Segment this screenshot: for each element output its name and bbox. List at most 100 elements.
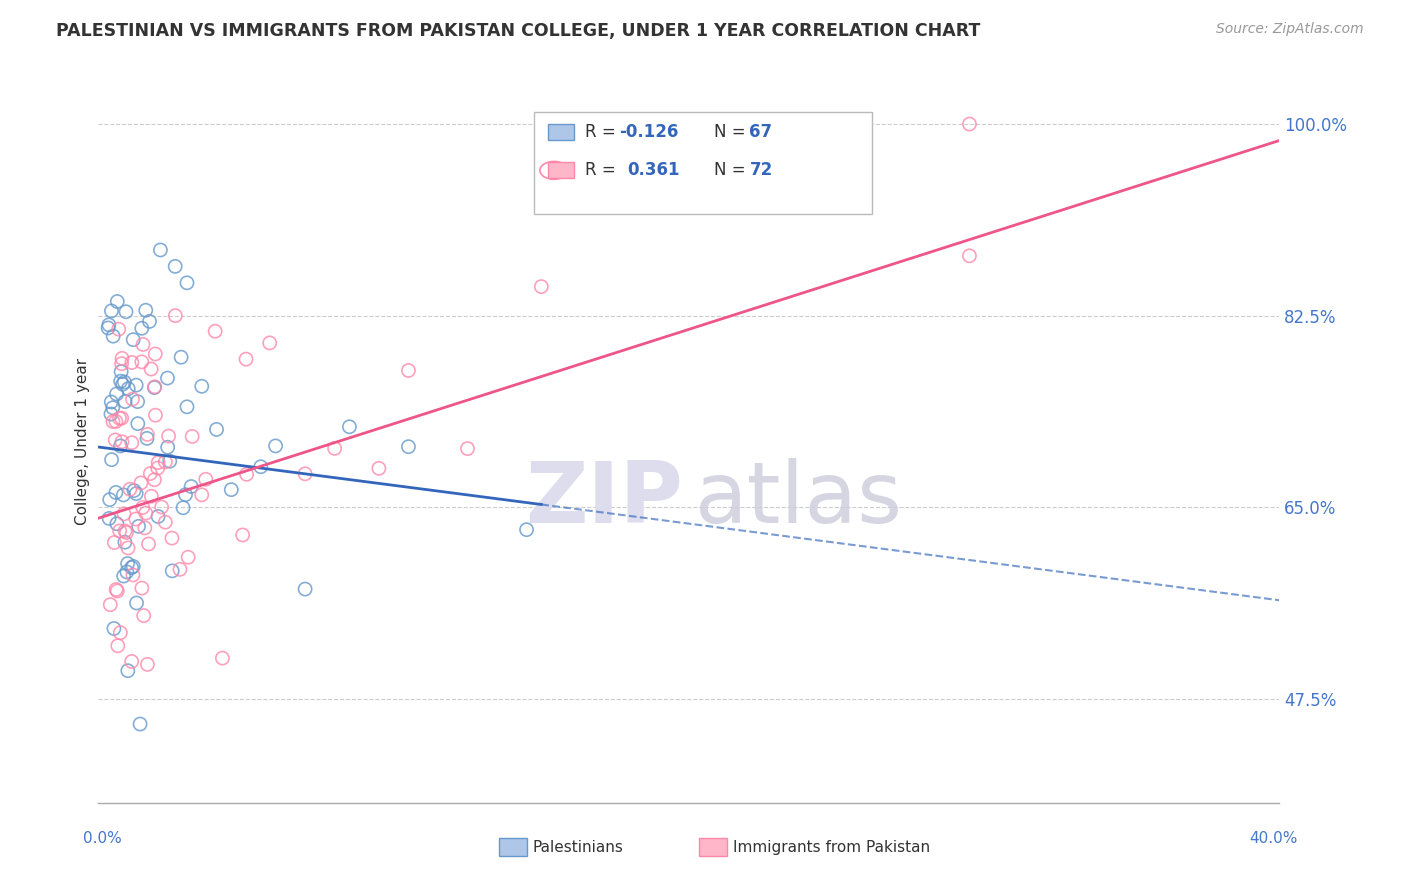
Point [117, 664, 139, 678]
Text: 0.0%: 0.0% [83, 831, 122, 847]
Point [323, 442, 346, 456]
Point [121, 355, 143, 369]
Point [111, 351, 134, 366]
Point [125, 512, 148, 526]
Text: Immigrants from Pakistan: Immigrants from Pakistan [733, 840, 929, 855]
Point [339, 419, 361, 434]
Point [121, 392, 143, 406]
Point [157, 429, 180, 443]
Point [122, 568, 145, 582]
Point [162, 564, 183, 578]
Point [136, 657, 159, 672]
Point [110, 625, 132, 640]
Point [129, 717, 152, 731]
Point [110, 365, 132, 379]
Point [150, 500, 173, 514]
Point [138, 537, 160, 551]
Point [110, 374, 132, 388]
Point [115, 565, 138, 579]
Point [170, 350, 193, 364]
Point [398, 440, 420, 454]
Point [112, 375, 135, 389]
Point [100, 395, 122, 409]
Point [122, 559, 145, 574]
Text: PALESTINIAN VS IMMIGRANTS FROM PAKISTAN COLLEGE, UNDER 1 YEAR CORRELATION CHART: PALESTINIAN VS IMMIGRANTS FROM PAKISTAN … [56, 22, 980, 40]
Point [117, 557, 139, 571]
Point [107, 322, 129, 336]
Point [181, 429, 204, 443]
Point [112, 569, 135, 583]
Point [114, 535, 136, 549]
Point [134, 521, 156, 535]
Point [108, 524, 131, 538]
Point [131, 355, 153, 369]
Point [145, 408, 167, 422]
Point [97, 321, 120, 335]
Point [221, 483, 243, 497]
Point [100, 452, 122, 467]
Point [131, 500, 153, 515]
Point [194, 472, 217, 486]
Point [105, 387, 128, 401]
Y-axis label: College, Under 1 year: College, Under 1 year [75, 358, 90, 525]
Point [111, 377, 134, 392]
Point [132, 608, 155, 623]
Point [115, 304, 138, 318]
Point [104, 414, 127, 428]
Point [169, 562, 191, 576]
Point [176, 276, 198, 290]
Point [530, 279, 553, 293]
Text: N =: N = [714, 161, 751, 179]
Point [112, 507, 135, 521]
Text: R =: R = [585, 161, 626, 179]
Point [127, 417, 149, 431]
Point [191, 488, 214, 502]
Point [111, 434, 134, 449]
Text: 67: 67 [749, 123, 772, 141]
Text: R =: R = [585, 123, 621, 141]
Point [131, 581, 153, 595]
Point [98, 511, 121, 525]
Point [125, 596, 148, 610]
Point [132, 337, 155, 351]
Text: 72: 72 [749, 161, 773, 179]
Point [250, 459, 273, 474]
Text: N =: N = [714, 123, 751, 141]
Point [105, 582, 128, 597]
Point [131, 321, 153, 335]
Point [127, 394, 149, 409]
Point [138, 314, 160, 328]
Point [177, 550, 200, 565]
Point [104, 485, 127, 500]
Point [959, 117, 981, 131]
Point [105, 294, 128, 309]
Point [156, 371, 179, 385]
Point [105, 516, 128, 531]
Text: 40.0%: 40.0% [1250, 831, 1298, 847]
Point [174, 488, 197, 502]
Point [136, 431, 159, 445]
Point [114, 394, 136, 409]
Point [117, 382, 139, 396]
Point [122, 483, 145, 498]
Point [959, 249, 981, 263]
Point [110, 357, 132, 371]
Point [121, 435, 143, 450]
Point [141, 489, 163, 503]
Point [104, 433, 127, 447]
Point [204, 324, 226, 338]
Point [122, 333, 145, 347]
Point [98, 492, 121, 507]
Point [143, 347, 166, 361]
Point [294, 467, 316, 481]
Point [264, 439, 287, 453]
Point [103, 535, 125, 549]
Point [101, 401, 124, 415]
Point [146, 509, 169, 524]
Point [259, 335, 281, 350]
Point [136, 427, 159, 442]
Point [111, 411, 134, 425]
Point [103, 329, 125, 343]
Point [105, 584, 128, 599]
Point [155, 515, 177, 529]
